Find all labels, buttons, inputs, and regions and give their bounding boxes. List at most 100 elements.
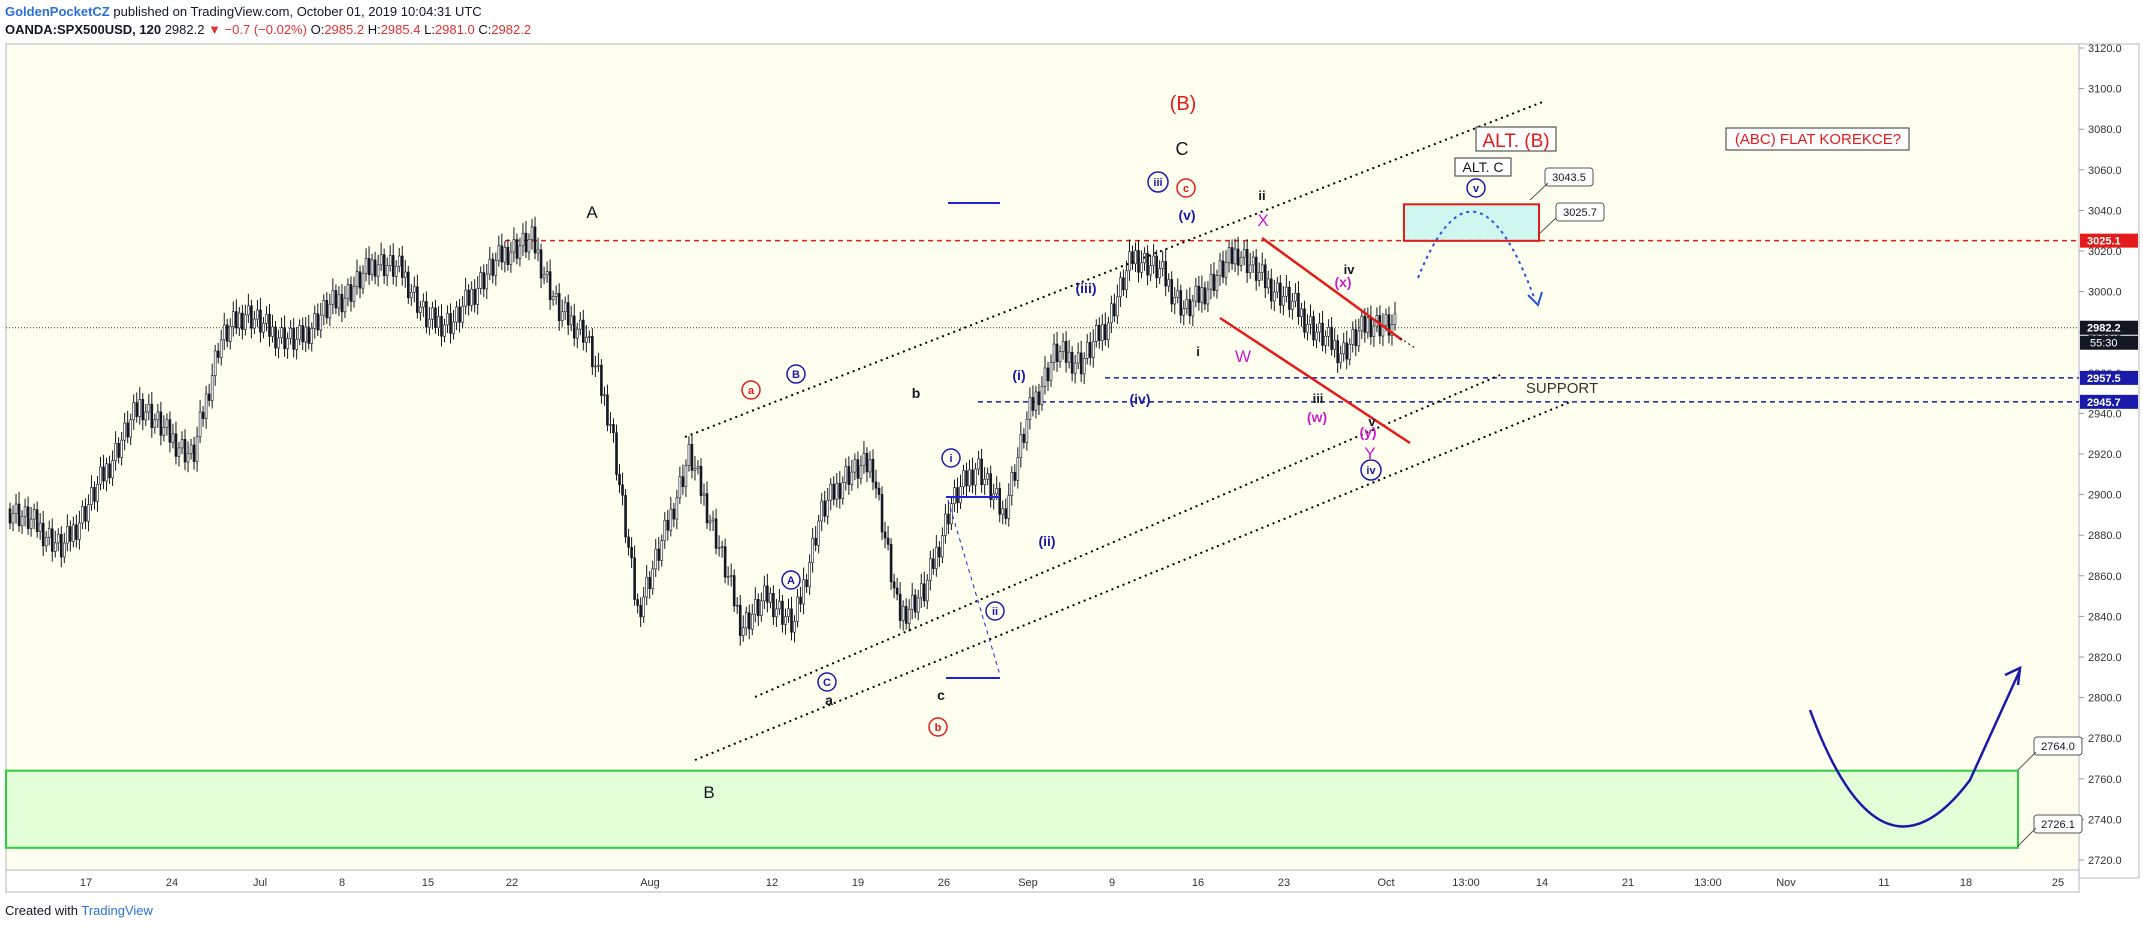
price-candle-body (56, 534, 60, 544)
alt-C-label: ALT. C (1463, 159, 1504, 175)
price-candle-body (566, 302, 570, 326)
price-candle-body (1082, 358, 1086, 375)
alt-B-box (1475, 126, 1557, 152)
price-candle-body (69, 526, 72, 542)
price-candle-body (434, 307, 437, 329)
price-candle-body (1257, 272, 1261, 281)
price-candle-body (735, 604, 739, 607)
price-candle-body (479, 272, 483, 289)
price-tag-bg (2080, 394, 2138, 409)
price-candle-body (132, 402, 136, 421)
price-candle-body (219, 339, 223, 358)
price-candle-body (416, 286, 419, 313)
price-candle-body (17, 503, 21, 527)
price-candle-body (225, 324, 229, 342)
price-candle-body (642, 596, 645, 618)
price-candle-body (361, 272, 365, 289)
price-candle-body (397, 255, 401, 267)
price-candle-body (108, 463, 111, 479)
price-candle-body (814, 537, 817, 546)
price-candle-body (156, 411, 160, 421)
price-candle-body (247, 305, 250, 316)
circ-iii-label: iii (1153, 177, 1162, 189)
price-candle-body (775, 608, 778, 618)
price-candle-body (621, 484, 624, 496)
price-candle-body (557, 293, 561, 322)
close-label: C: (478, 22, 492, 37)
price-candle-body (1191, 300, 1195, 317)
price-candle-body (832, 483, 836, 500)
price-candle-body (1194, 285, 1198, 302)
price-candle-body (346, 284, 350, 299)
publish-line: GoldenPocketCZ published on TradingView.… (5, 4, 482, 19)
zones-layer (5, 203, 2019, 849)
price-candle-body (358, 271, 362, 289)
price-candle-body (1137, 250, 1140, 273)
price-candle-body (428, 318, 431, 328)
price-candle-body (1212, 273, 1216, 291)
price-candle-body (195, 436, 199, 462)
price-candle-body (1330, 327, 1333, 350)
price-candle-body (1079, 352, 1083, 375)
x-tick-label: 15 (422, 877, 434, 889)
price-candle-body (298, 325, 301, 340)
wave-label-y-paren: (y) (1359, 424, 1376, 440)
y-tick-label: 2860.0 (2088, 571, 2122, 583)
price-candle-body (126, 422, 129, 438)
price-candle-body (633, 557, 636, 600)
price-candle-body (8, 508, 12, 524)
price-candle-body (1001, 508, 1005, 515)
price-candle-body (1215, 275, 1219, 291)
price-candle-body (1363, 315, 1367, 333)
circ-iv-label: iv (1366, 465, 1376, 477)
price-candle-body (431, 307, 434, 320)
price-candle-body (403, 271, 407, 278)
price-candle-body (944, 513, 947, 536)
price-candle-body (811, 537, 814, 563)
price-candle-body (524, 232, 528, 253)
price-candle-body (90, 487, 93, 505)
price-candle-body (802, 579, 805, 605)
price-candle-body (793, 620, 796, 633)
price-candle-body (310, 328, 314, 344)
price-candle-body (597, 364, 600, 367)
price-candle-body (222, 324, 226, 341)
price-candle-body (986, 473, 989, 480)
price-candle-body (578, 319, 582, 330)
price-candle-body (1094, 325, 1098, 342)
price-candle-body (1333, 340, 1336, 350)
price-candle-body (609, 424, 612, 426)
price-candle-body (382, 254, 386, 277)
price-candle-body (907, 608, 911, 624)
price-candle-body (238, 312, 241, 329)
price-candle-body (488, 258, 492, 275)
circ-a-label: a (748, 385, 755, 397)
price-candle-body (563, 302, 567, 313)
x-tick-label: Jul (253, 877, 267, 889)
price-candle-body (754, 599, 757, 615)
author-link[interactable]: GoldenPocketCZ (5, 4, 110, 19)
price-candle-body (916, 597, 920, 613)
price-candle-body (527, 239, 531, 253)
price-candle-body (512, 239, 516, 253)
price-candle-body (781, 600, 784, 625)
tradingview-link[interactable]: TradingView (81, 903, 153, 918)
price-candle-body (693, 468, 697, 471)
price-candle-body (1028, 397, 1032, 420)
price-candle-body (919, 583, 923, 599)
x-tick-label: 24 (166, 877, 178, 889)
price-candle-body (1360, 315, 1364, 332)
price-candle-body (207, 393, 211, 401)
price-candle-body (1031, 397, 1035, 411)
price-candle-body (606, 394, 609, 426)
price-candle-body (572, 315, 576, 339)
price-candle-body (93, 487, 96, 502)
price-candle-body (796, 596, 799, 622)
price-tag-label: 2945.7 (2087, 397, 2121, 409)
wave-label-a: a (825, 692, 833, 708)
price-candle-body (413, 286, 416, 293)
price-candle-body (600, 364, 603, 396)
price-candle-body (1007, 495, 1011, 519)
zone-connector-2764 (2017, 751, 2037, 771)
